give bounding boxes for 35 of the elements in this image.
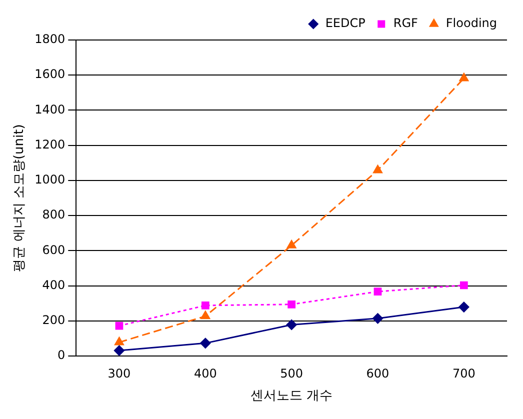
point [460, 281, 468, 290]
x-tick-label: 500 [280, 366, 304, 380]
y-tick-label: 1200 [34, 137, 66, 152]
point [459, 73, 469, 82]
y-tick-label: 600 [42, 242, 66, 257]
x-tick-label: 400 [194, 366, 217, 380]
y-tick-label: 800 [42, 208, 66, 222]
y-tick-label: 1400 [34, 102, 66, 116]
point [200, 338, 211, 348]
point [458, 302, 470, 312]
point [372, 313, 383, 324]
point [114, 337, 124, 346]
y-tick-label: 1800 [34, 32, 66, 46]
point [288, 300, 296, 308]
point [115, 322, 124, 330]
y-tick-label: 200 [42, 313, 66, 328]
point [373, 165, 382, 174]
y-tick-label: 0 [58, 348, 66, 362]
point [374, 288, 382, 296]
legend-label: Flooding [446, 16, 497, 30]
point [286, 240, 296, 248]
point [200, 310, 210, 320]
x-tick-label: 600 [366, 366, 390, 380]
point [201, 302, 210, 310]
y-tick-label: 1600 [34, 67, 66, 82]
y-tick-label: 1000 [34, 172, 66, 187]
y-tick-label: 400 [42, 278, 66, 292]
y-axis-title: 평균 에너지 소모량(unit) [12, 124, 28, 272]
x-tick-label: 300 [108, 366, 131, 380]
point [286, 320, 297, 330]
legend-label: EEDCP [325, 16, 366, 30]
x-axis-title: 센서노드 개수 [250, 388, 333, 404]
point [114, 345, 124, 356]
x-tick-label: 700 [452, 366, 476, 380]
legend-label: RGF [393, 16, 418, 30]
